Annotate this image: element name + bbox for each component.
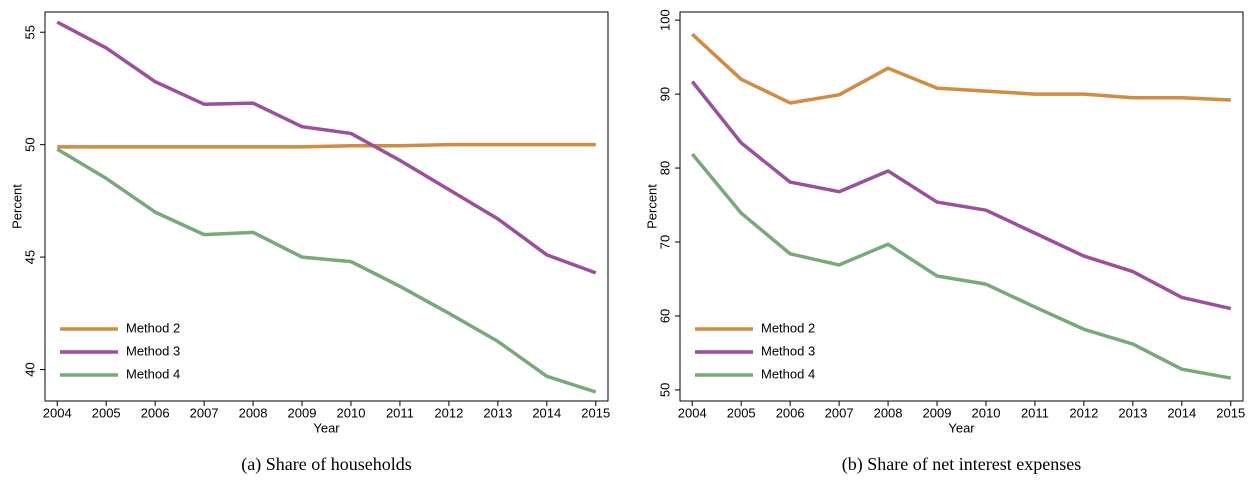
y-axis-label: Percent [9,184,24,229]
plot-frame [44,11,609,402]
y-tick-label: 80 [657,161,672,175]
x-tick-label: 2011 [386,405,414,420]
x-tick-label: 2006 [776,405,805,420]
caption: (a) Share of households [241,454,411,475]
series-line [57,142,596,149]
x-tick-label: 2013 [483,405,512,420]
x-tick-label: 2007 [825,405,854,420]
legend-label: Method 2 [126,320,180,335]
x-tick-label: 2004 [678,405,707,420]
x-tick-label: 2012 [1069,405,1098,420]
y-tick-label: 45 [22,250,37,264]
legend-label: Method 3 [761,343,815,358]
x-tick-label: 2015 [1216,405,1245,420]
x-tick-label: 2014 [1167,405,1196,420]
y-tick-label: 50 [657,383,672,397]
y-tick-label: 70 [657,235,672,249]
x-tick-label: 2008 [239,405,268,420]
legend-label: Method 3 [126,343,180,358]
x-tick-label: 2015 [581,405,610,420]
y-tick-label: 60 [657,309,672,323]
series-line [690,152,1232,380]
x-tick-label: 2005 [727,405,756,420]
x-tick-label: 2005 [92,405,121,420]
y-tick-label: 100 [657,9,672,31]
x-tick-label: 2011 [1021,405,1049,420]
x-tick-label: 2009 [288,405,317,420]
x-tick-label: 2008 [874,405,903,420]
legend-label: Method 4 [126,366,180,381]
y-tick-label: 50 [22,137,37,151]
y-tick-label: 55 [22,25,37,39]
series-line [690,80,1232,311]
series-line [56,147,597,394]
x-tick-label: 2006 [141,405,170,420]
x-tick-label: 2013 [1118,405,1147,420]
legend-label: Method 4 [761,366,815,381]
caption: (b) Share of net interest expenses [842,454,1081,475]
y-tick-label: 40 [22,362,37,376]
y-axis-label: Percent [644,184,659,229]
series-line [56,20,597,275]
legend-label: Method 2 [761,320,815,335]
x-tick-label: 2004 [43,405,72,420]
series-line [691,32,1231,105]
x-axis-label: Year [313,420,340,435]
x-tick-label: 2007 [190,405,219,420]
x-axis-label: Year [948,420,975,435]
x-tick-label: 2010 [337,405,366,420]
y-tick-label: 90 [657,87,672,101]
x-tick-label: 2009 [923,405,952,420]
x-tick-label: 2014 [532,405,561,420]
plot-frame [679,11,1244,402]
x-tick-label: 2012 [434,405,463,420]
x-tick-label: 2010 [972,405,1001,420]
